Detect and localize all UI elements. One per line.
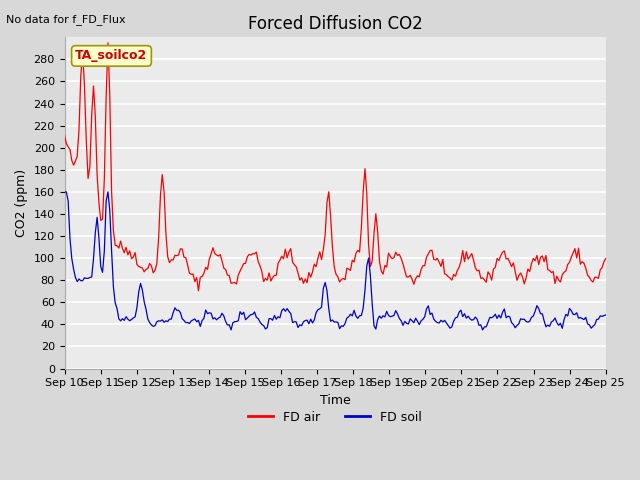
Text: No data for f_FD_Flux: No data for f_FD_Flux: [6, 14, 126, 25]
Y-axis label: CO2 (ppm): CO2 (ppm): [15, 169, 28, 237]
Text: TA_soilco2: TA_soilco2: [76, 49, 148, 62]
Legend: FD air, FD soil: FD air, FD soil: [243, 406, 427, 429]
X-axis label: Time: Time: [320, 394, 351, 407]
Title: Forced Diffusion CO2: Forced Diffusion CO2: [248, 15, 422, 33]
